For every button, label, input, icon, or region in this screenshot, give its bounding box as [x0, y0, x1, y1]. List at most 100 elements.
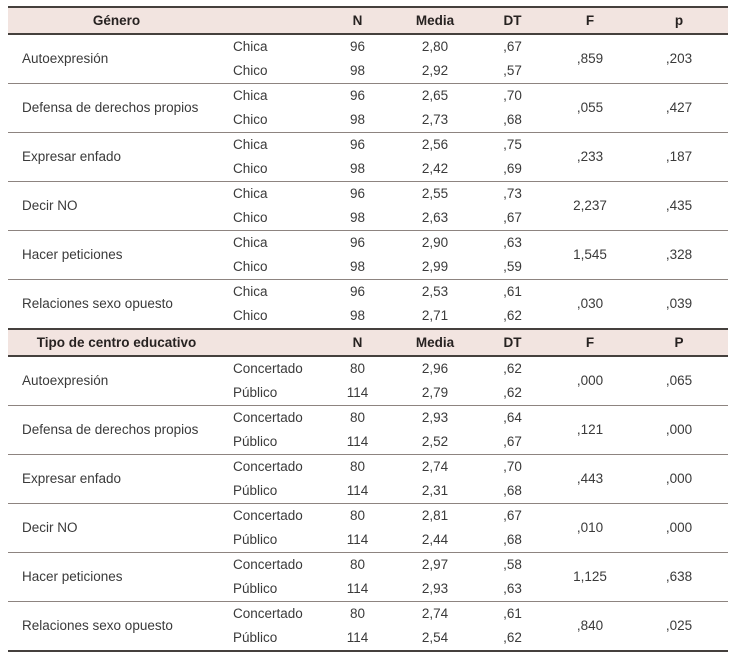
p-value: ,065: [630, 355, 728, 406]
section-title: Género: [8, 6, 225, 35]
category-cell: Chica: [225, 181, 320, 206]
table-row: Chico 98 2,73 ,68: [8, 108, 728, 133]
media-value: 2,71: [421, 308, 449, 324]
table-row: Decir NO Concertado 80 2,81 ,67 ,010 ,00…: [8, 503, 728, 553]
n-value: 96: [320, 181, 395, 206]
n-value: 80: [320, 601, 395, 626]
n-value: 96: [320, 230, 395, 255]
dt-value: ,69: [503, 161, 522, 177]
column-header-p: p: [630, 6, 728, 35]
p-value: ,187: [630, 132, 728, 182]
table-row: Relaciones sexo opuesto Chica 96 2,53 ,6…: [8, 279, 728, 329]
table-row: Hacer peticiones Concertado 80 2,97 ,58 …: [8, 552, 728, 602]
table-row: Defensa de derechos propios Concertado 8…: [8, 405, 728, 455]
variable-label: Defensa de derechos propios: [8, 83, 225, 133]
n-value: 98: [349, 63, 366, 79]
n-value: 114: [346, 434, 369, 450]
variable-label: Decir NO: [8, 503, 225, 553]
category-cell: Chico: [233, 112, 268, 128]
f-value: 2,237: [550, 181, 630, 231]
dt-value: ,75: [475, 132, 550, 157]
dt-value: ,68: [503, 483, 522, 499]
f-value: ,233: [550, 132, 630, 182]
media-value: 2,93: [421, 581, 449, 597]
dt-value: ,62: [503, 385, 522, 401]
n-value: 96: [320, 132, 395, 157]
media-value: 2,42: [421, 161, 449, 177]
category-cell: Chica: [225, 83, 320, 108]
n-value: 114: [346, 630, 369, 646]
media-value: 2,90: [395, 230, 475, 255]
variable-label: Relaciones sexo opuesto: [8, 279, 225, 329]
f-value: ,859: [550, 33, 630, 84]
dt-value: ,70: [475, 454, 550, 479]
media-value: 2,53: [395, 279, 475, 304]
dt-value: ,63: [503, 581, 522, 597]
media-value: 2,99: [421, 259, 449, 275]
n-value: 98: [349, 308, 366, 324]
column-header-f: F: [550, 6, 630, 35]
media-value: 2,79: [421, 385, 449, 401]
n-value: 98: [349, 210, 366, 226]
category-cell: Chica: [225, 279, 320, 304]
section-header-spacer: [225, 6, 320, 35]
dt-value: ,70: [475, 83, 550, 108]
table-row: Chico 98 2,99 ,59: [8, 255, 728, 280]
category-cell: Chica: [225, 33, 320, 59]
dt-value: ,68: [503, 112, 522, 128]
media-value: 2,56: [395, 132, 475, 157]
variable-label: Autoexpresión: [8, 355, 225, 406]
dt-value: ,64: [475, 405, 550, 430]
column-header-p: P: [630, 328, 728, 357]
dt-value: ,67: [503, 434, 522, 450]
n-value: 98: [349, 161, 366, 177]
category-cell: Público: [233, 581, 278, 597]
category-cell: Concertado: [225, 405, 320, 430]
column-header-media: Media: [395, 6, 475, 35]
n-value: 114: [346, 385, 369, 401]
column-header-media: Media: [395, 328, 475, 357]
table-row: Chico 98 2,71 ,62: [8, 304, 728, 329]
p-value: ,203: [630, 33, 728, 84]
variable-label: Hacer peticiones: [8, 230, 225, 280]
table-row: Público 114 2,44 ,68: [8, 528, 728, 553]
table-row: Defensa de derechos propios Chica 96 2,6…: [8, 83, 728, 133]
table-row: Chico 98 2,42 ,69: [8, 157, 728, 182]
n-value: 98: [349, 112, 366, 128]
n-value: 80: [320, 503, 395, 528]
variable-label: Decir NO: [8, 181, 225, 231]
n-value: 98: [349, 259, 366, 275]
dt-value: ,67: [475, 33, 550, 59]
column-header-dt: DT: [475, 328, 550, 357]
statistics-table: Género N Media DT F p Autoexpresión Chic…: [8, 6, 728, 652]
variable-label: Defensa de derechos propios: [8, 405, 225, 455]
category-cell: Chico: [233, 161, 268, 177]
table-row: Público 114 2,79 ,62: [8, 381, 728, 406]
n-value: 114: [346, 581, 369, 597]
dt-value: ,62: [503, 630, 522, 646]
dt-value: ,68: [503, 532, 522, 548]
media-value: 2,55: [395, 181, 475, 206]
f-value: ,121: [550, 405, 630, 455]
f-value: ,010: [550, 503, 630, 553]
media-value: 2,81: [395, 503, 475, 528]
p-value: ,427: [630, 83, 728, 133]
category-cell: Concertado: [225, 552, 320, 577]
f-value: ,840: [550, 601, 630, 651]
media-value: 2,97: [395, 552, 475, 577]
variable-label: Autoexpresión: [8, 33, 225, 84]
category-cell: Chica: [225, 132, 320, 157]
table-row: Autoexpresión Chica 96 2,80 ,67 ,859 ,20…: [8, 33, 728, 84]
media-value: 2,52: [421, 434, 449, 450]
f-value: 1,545: [550, 230, 630, 280]
p-value: ,328: [630, 230, 728, 280]
table-row: Decir NO Chica 96 2,55 ,73 2,237 ,435: [8, 181, 728, 231]
dt-value: ,61: [475, 601, 550, 626]
category-cell: Concertado: [225, 503, 320, 528]
category-cell: Público: [233, 630, 278, 646]
variable-label: Expresar enfado: [8, 454, 225, 504]
dt-value: ,73: [475, 181, 550, 206]
n-value: 114: [346, 532, 369, 548]
section-title: Tipo de centro educativo: [8, 328, 225, 357]
table-row: Autoexpresión Concertado 80 2,96 ,62 ,00…: [8, 355, 728, 406]
